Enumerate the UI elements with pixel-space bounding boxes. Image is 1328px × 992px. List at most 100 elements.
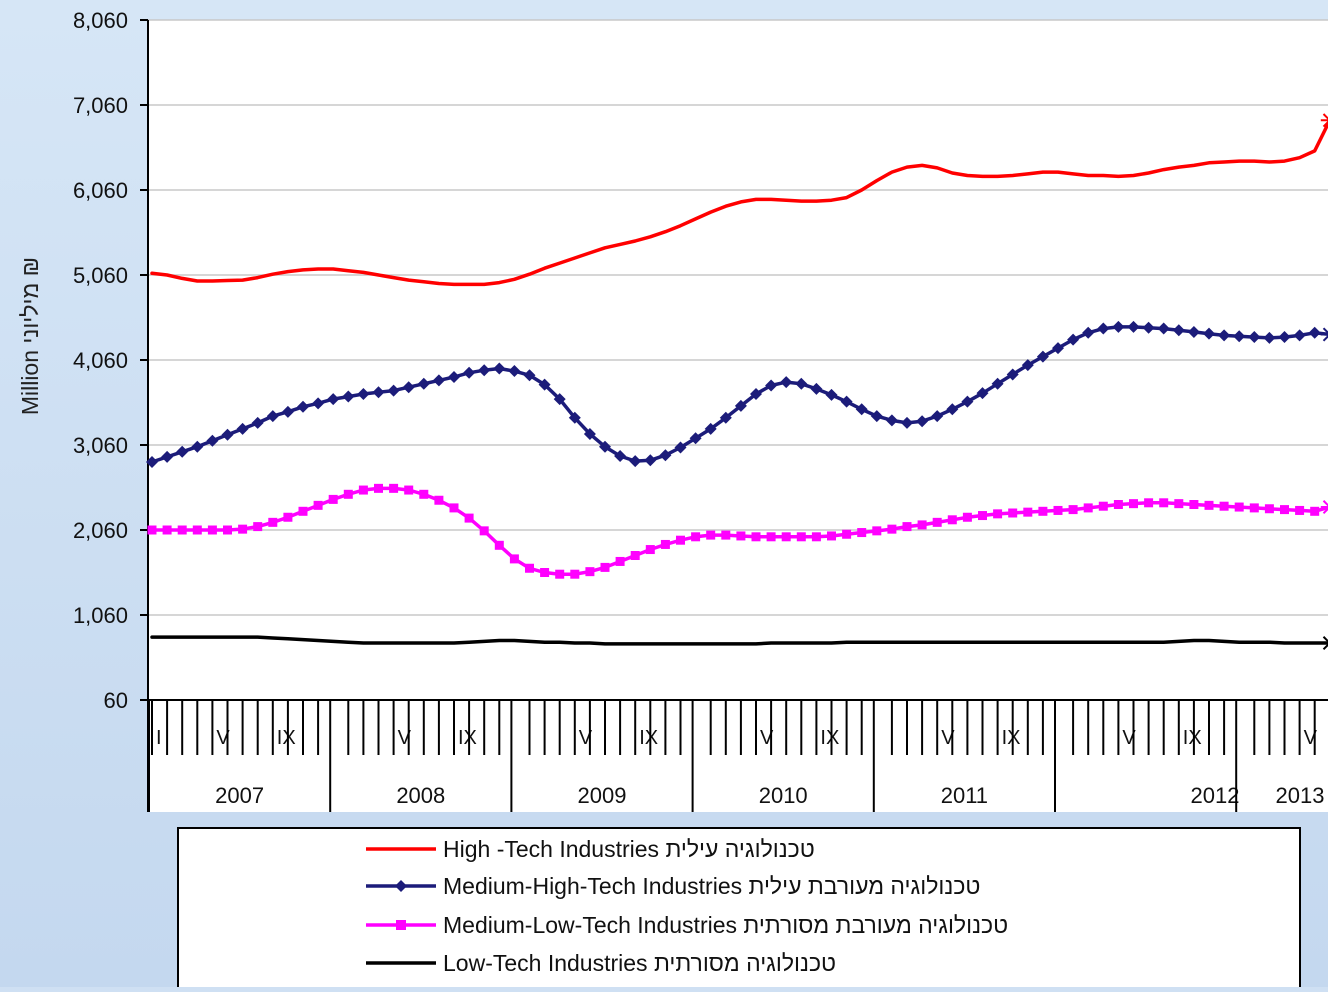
data-point: [359, 486, 368, 495]
data-point: [495, 541, 504, 550]
data-point: [706, 531, 715, 540]
data-point: [178, 526, 187, 535]
data-point: [1099, 502, 1108, 511]
data-point: [601, 563, 610, 572]
data-point: [314, 501, 323, 510]
legend-label: Medium-Low-Tech Industries טכנולוגיה מעו…: [443, 912, 1008, 938]
data-point: [525, 564, 534, 573]
x-year-label: 2009: [578, 783, 627, 808]
data-point: [434, 496, 443, 505]
x-month-label: I: [156, 727, 162, 749]
data-point: [721, 531, 730, 540]
data-point: [283, 513, 292, 522]
data-point: [329, 495, 338, 504]
data-point: [857, 528, 866, 537]
data-point: [691, 532, 700, 541]
data-point: [570, 570, 579, 579]
data-point: [978, 511, 987, 520]
x-month-label: IX: [820, 727, 839, 749]
data-point: [948, 515, 957, 524]
legend-marker: [396, 920, 406, 930]
data-point: [148, 526, 157, 535]
data-point: [767, 532, 776, 541]
data-point: [540, 568, 549, 577]
data-point: [676, 536, 685, 545]
data-point: [782, 532, 791, 541]
data-point: [903, 522, 912, 531]
data-point: [480, 526, 489, 535]
data-point: [1205, 501, 1214, 510]
x-year-label: 2010: [759, 783, 808, 808]
data-point: [163, 526, 172, 535]
y-tick-label: 4,060: [73, 348, 128, 373]
data-point: [299, 507, 308, 516]
data-point: [631, 551, 640, 560]
data-point: [374, 484, 383, 493]
data-point: [812, 532, 821, 541]
data-point: [1084, 503, 1093, 512]
data-point: [1008, 509, 1017, 518]
x-month-label: IX: [1002, 727, 1021, 749]
data-point: [238, 525, 247, 534]
y-axis-label: Million מיליוני ₪: [17, 257, 43, 415]
data-point: [193, 526, 202, 535]
legend-label: Medium-High-Tech Industries טכנולוגיה מע…: [443, 873, 980, 899]
x-year-label: 2012: [1191, 783, 1240, 808]
data-point: [268, 518, 277, 527]
data-point: [918, 520, 927, 529]
legend-item-2: Medium-Low-Tech Industries טכנולוגיה מעו…: [366, 912, 1008, 938]
data-point: [933, 518, 942, 527]
data-point: [1144, 498, 1153, 507]
data-point: [1114, 500, 1123, 509]
y-tick-label: 3,060: [73, 433, 128, 458]
data-point: [344, 490, 353, 499]
data-point: [585, 567, 594, 576]
data-point: [1174, 499, 1183, 508]
x-year-label: 2008: [396, 783, 445, 808]
data-point: [465, 514, 474, 523]
data-point: [223, 526, 232, 535]
y-tick-label: 1,060: [73, 603, 128, 628]
data-point: [872, 526, 881, 535]
y-tick-label: 8,060: [73, 8, 128, 33]
data-point: [1189, 500, 1198, 509]
data-point: [1023, 508, 1032, 517]
data-point: [616, 557, 625, 566]
data-point: [752, 532, 761, 541]
legend-item-1: Medium-High-Tech Industries טכנולוגיה מע…: [366, 873, 980, 899]
x-month-label: IX: [458, 727, 477, 749]
x-year-label: 2007: [215, 783, 264, 808]
y-tick-label: 5,060: [73, 263, 128, 288]
data-point: [661, 540, 670, 549]
data-point: [253, 522, 262, 531]
data-point: [963, 513, 972, 522]
data-point: [450, 503, 459, 512]
data-point: [1159, 498, 1168, 507]
x-axis-area: [148, 700, 1328, 812]
x-month-label: IX: [277, 727, 296, 749]
data-point: [419, 490, 428, 499]
data-point: [1265, 504, 1274, 513]
y-tick-label: 2,060: [73, 518, 128, 543]
x-year-label: 2011: [941, 783, 988, 808]
data-point: [842, 530, 851, 539]
data-point: [1054, 506, 1063, 515]
y-tick-label: 6,060: [73, 178, 128, 203]
data-point: [1310, 507, 1319, 516]
data-point: [1280, 505, 1289, 514]
x-month-label: IX: [1183, 727, 1202, 749]
data-point: [1069, 505, 1078, 514]
data-point: [1250, 503, 1259, 512]
data-point: [1295, 506, 1304, 515]
data-point: [736, 531, 745, 540]
data-point: [993, 509, 1002, 518]
x-year-label: 2013: [1276, 783, 1325, 808]
data-point: [887, 525, 896, 534]
x-month-label: IX: [639, 727, 658, 749]
legend-label: Low-Tech Industries טכנולוגיה מסורתית: [443, 950, 836, 976]
data-point: [797, 532, 806, 541]
data-point: [389, 484, 398, 493]
data-point: [1038, 507, 1047, 516]
